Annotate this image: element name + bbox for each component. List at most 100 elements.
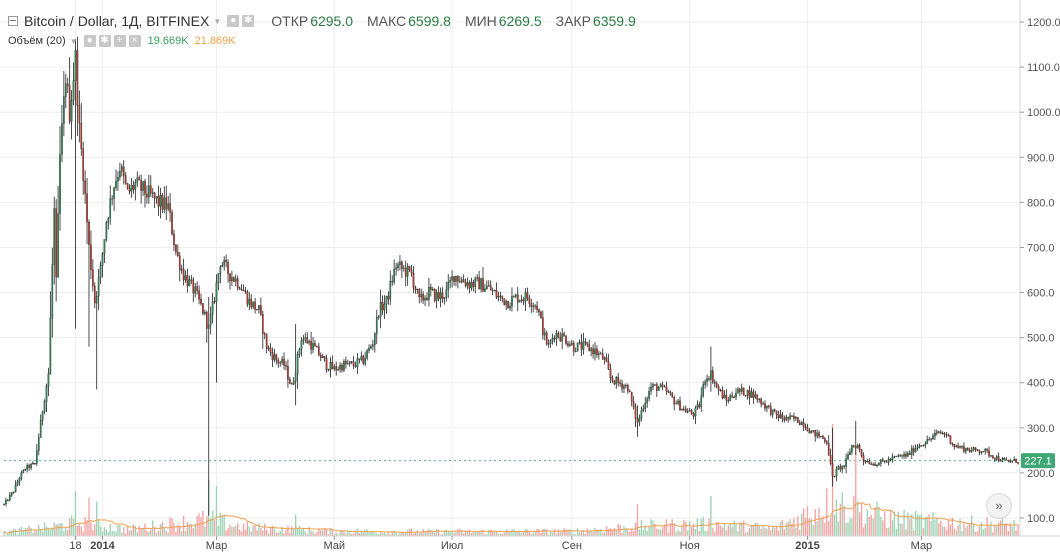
volume-bar bbox=[412, 533, 415, 536]
time-axis[interactable]: 18 2014 Мар Май Июл Сен Ноя 2015 Мар bbox=[69, 536, 932, 552]
volume-bar bbox=[638, 529, 641, 536]
volume-bar bbox=[16, 534, 19, 536]
candle-body bbox=[466, 282, 469, 286]
volume-bar bbox=[895, 528, 897, 536]
volume-bar bbox=[735, 523, 737, 536]
volume-bar bbox=[528, 531, 531, 536]
volume-bar bbox=[424, 531, 426, 536]
volume-bar bbox=[600, 529, 602, 536]
volume-bars bbox=[3, 424, 1019, 536]
candle-body bbox=[825, 441, 828, 444]
candle-body bbox=[55, 208, 57, 278]
volume-bar bbox=[65, 528, 67, 536]
volume-bar bbox=[101, 531, 104, 536]
candle-body bbox=[800, 421, 803, 425]
candle-body bbox=[443, 297, 446, 299]
plus-icon[interactable]: + bbox=[113, 35, 126, 47]
candle-body bbox=[115, 180, 117, 189]
candle-body bbox=[447, 282, 450, 290]
candle-body bbox=[157, 196, 160, 207]
volume-bar bbox=[265, 529, 268, 536]
candle-body bbox=[426, 297, 428, 300]
candle-body bbox=[986, 448, 988, 451]
volume-bar bbox=[940, 520, 942, 536]
candle-body bbox=[812, 430, 815, 432]
volume-bar bbox=[90, 522, 92, 536]
candle-body bbox=[128, 188, 131, 192]
eye-icon[interactable]: ● bbox=[83, 35, 96, 47]
candle-body bbox=[740, 387, 743, 392]
volume-bar bbox=[741, 522, 743, 536]
volume-bar bbox=[544, 528, 546, 536]
candle-body bbox=[549, 340, 552, 344]
volume-bar bbox=[356, 528, 359, 536]
volume-bar bbox=[905, 529, 907, 536]
candle-body bbox=[864, 460, 867, 463]
candle-body bbox=[200, 298, 202, 304]
volume-bar bbox=[598, 530, 600, 536]
volume-bar bbox=[999, 520, 1002, 536]
volume-legend: Объём (20) ▼ ● ✱ + × 19.669K 21.869K bbox=[8, 35, 236, 47]
volume-bar bbox=[648, 526, 650, 536]
candle-body bbox=[513, 296, 515, 298]
candle-body bbox=[59, 154, 61, 214]
candle-body bbox=[493, 290, 496, 292]
symbol-title[interactable]: Bitcoin / Dollar, 1Д, BITFINEX bbox=[24, 13, 210, 29]
candle-body bbox=[339, 365, 341, 370]
candle-body bbox=[845, 458, 847, 467]
candle-body bbox=[957, 445, 959, 448]
volume-bar bbox=[578, 532, 581, 536]
candle-body bbox=[791, 415, 793, 417]
volume-bar bbox=[128, 530, 131, 536]
volume-bar bbox=[951, 517, 954, 536]
chevron-down-icon[interactable]: ▼ bbox=[213, 16, 222, 26]
eye-icon[interactable]: ● bbox=[227, 15, 240, 27]
candle-body bbox=[287, 366, 289, 380]
candle-body bbox=[99, 265, 102, 278]
candle-body bbox=[572, 342, 575, 352]
candle-body bbox=[223, 259, 226, 266]
volume-bar bbox=[764, 527, 766, 536]
volume-bar bbox=[884, 511, 886, 536]
chevron-down-icon[interactable]: ▼ bbox=[69, 36, 78, 46]
candle-body bbox=[584, 341, 587, 343]
volume-bar bbox=[30, 527, 32, 536]
candle-body bbox=[306, 337, 309, 344]
candle-body bbox=[930, 438, 932, 440]
volume-bar bbox=[945, 529, 948, 536]
volume-bar bbox=[254, 525, 256, 536]
candle-body bbox=[520, 299, 523, 301]
gear-icon[interactable]: ✱ bbox=[98, 35, 111, 47]
scroll-to-realtime-button[interactable]: » bbox=[986, 493, 1012, 519]
volume-bar bbox=[117, 524, 119, 536]
candle-body bbox=[57, 213, 59, 278]
candle-body bbox=[374, 333, 376, 345]
collapse-legend-button[interactable] bbox=[8, 16, 18, 26]
candle-body bbox=[727, 400, 730, 402]
candle-body bbox=[936, 431, 938, 434]
close-icon[interactable]: × bbox=[128, 35, 141, 47]
volume-bar bbox=[49, 529, 52, 536]
candle-body bbox=[623, 385, 625, 389]
time-tick-label: 2015 bbox=[795, 540, 819, 552]
volume-bar bbox=[240, 531, 243, 536]
volume-bar bbox=[565, 529, 567, 536]
candle-body bbox=[766, 405, 768, 409]
volume-bar bbox=[727, 525, 729, 536]
candle-body bbox=[146, 193, 148, 198]
candle-body bbox=[596, 348, 598, 355]
gear-icon[interactable]: ✱ bbox=[242, 15, 255, 27]
candle-body bbox=[132, 184, 135, 190]
volume-bar bbox=[482, 529, 484, 536]
volume-title[interactable]: Объём (20) bbox=[8, 35, 66, 47]
volume-bar bbox=[687, 530, 689, 536]
candle-body bbox=[509, 305, 511, 309]
volume-bar bbox=[403, 532, 405, 536]
price-axis[interactable]: 100.0 200.0 300.0 400.0 500.0 600.0 700.0 800.0… bbox=[1020, 17, 1060, 525]
candle-body bbox=[576, 342, 579, 352]
volume-bar bbox=[466, 530, 469, 536]
volume-bar bbox=[872, 518, 874, 536]
candle-body bbox=[198, 290, 200, 300]
candle-body bbox=[289, 379, 291, 384]
